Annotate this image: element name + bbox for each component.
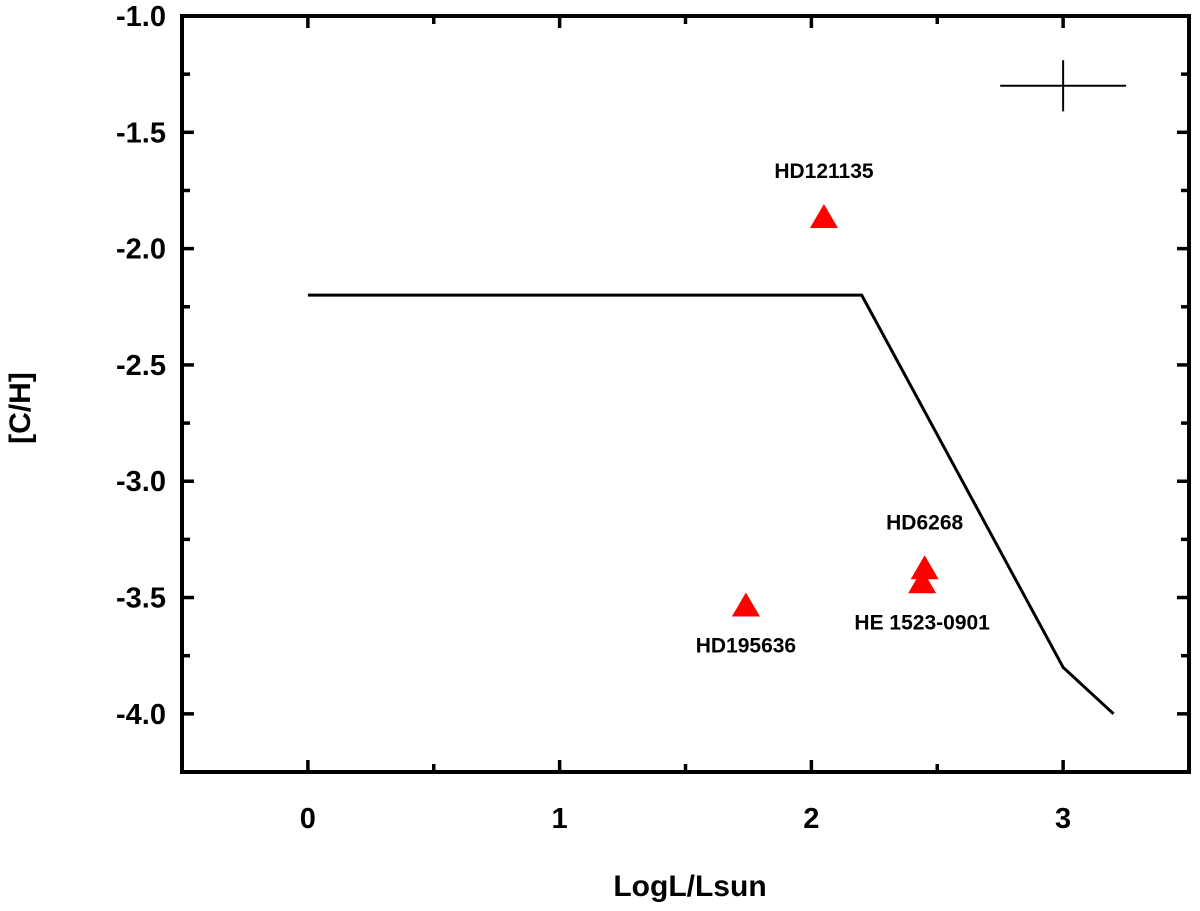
model-line-layer — [307, 293, 1115, 715]
data-point-triangle — [908, 569, 937, 594]
y-tick-label: -2.5 — [116, 350, 166, 382]
y-axis-title: [C/H] — [4, 372, 37, 444]
plot-frame — [180, 14, 1191, 774]
data-point-label: HD6268 — [886, 511, 963, 534]
y-tick-label: -3.5 — [116, 583, 166, 615]
model-line — [307, 293, 1115, 715]
x-tick-label: 1 — [552, 803, 568, 835]
data-point-label: HD121135 — [774, 160, 874, 183]
x-tick-label: 0 — [300, 803, 316, 835]
tick-layer: 0 1 2 3 -1.0 -1.5 -2.0 -2.5 -3.0 -3.5 -4.0 — [116, 1, 1191, 835]
y-tick-label: -1.5 — [116, 117, 166, 149]
x-tick-label: 2 — [803, 803, 819, 835]
y-tick-label: -4.0 — [116, 699, 166, 731]
data-point-layer: HD121135 HD6268 HE 1523-0901 HD195636 — [696, 160, 990, 657]
y-tick-label: -3.0 — [116, 466, 166, 498]
data-point-label: HD195636 — [696, 635, 796, 658]
plot-frame-layer — [180, 14, 1191, 774]
error-bar-layer — [1000, 60, 1127, 112]
data-point-triangle — [809, 204, 838, 229]
y-tick-label: -1.0 — [116, 1, 166, 33]
data-point-triangle — [910, 555, 939, 580]
data-point-triangle — [731, 592, 760, 617]
x-axis-title: LogL/Lsun — [613, 870, 766, 903]
x-tick-label: 3 — [1055, 803, 1071, 835]
y-tick-label: -2.0 — [116, 234, 166, 266]
data-point-label: HE 1523-0901 — [854, 611, 990, 634]
